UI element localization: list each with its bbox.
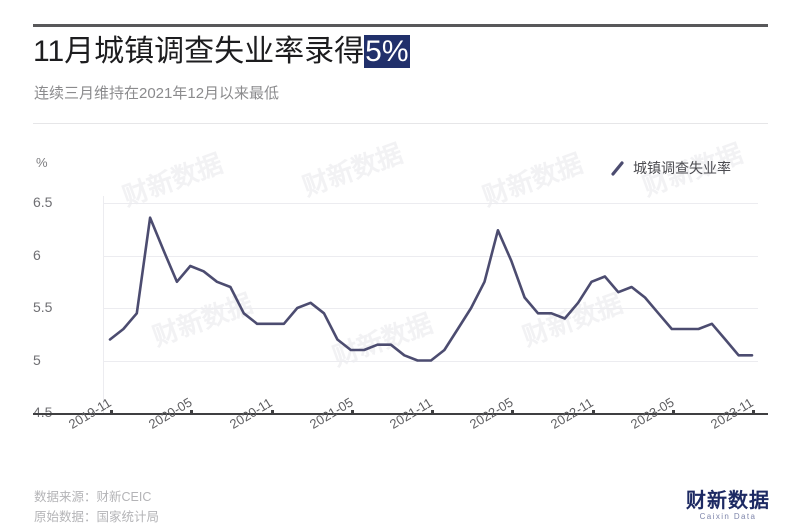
- x-axis-tick-mark: [190, 410, 194, 414]
- x-axis-tick-mark: [591, 410, 595, 414]
- page-title-text: 11月城镇调查失业率录得: [33, 35, 365, 68]
- y-axis-tick-label: 4.5: [33, 404, 53, 420]
- source-note: 数据来源：财新CEIC: [34, 490, 152, 504]
- x-axis-line: [33, 413, 768, 415]
- y-axis-unit-label: %: [36, 155, 48, 170]
- x-axis-tick-mark: [110, 410, 113, 414]
- y-axis-tick-label: 5.5: [33, 299, 53, 315]
- brand-logo: 财新数据 Caixin Data: [686, 489, 770, 522]
- gridline: [103, 203, 758, 204]
- original-data-note: 原始数据：国家统计局: [34, 510, 160, 524]
- x-axis-tick-mark: [511, 410, 515, 414]
- series-line: [108, 216, 754, 362]
- footer-notes: 数据来源：财新CEIC 原始数据：国家统计局: [34, 487, 159, 527]
- y-axis-tick-label: 6: [33, 246, 41, 263]
- y-axis-tick-label: 6.5: [33, 194, 53, 210]
- brand-logo-en: Caixin Data: [699, 512, 757, 521]
- y-axis-tick-label: 5: [33, 351, 41, 368]
- plot-left-rule: [103, 196, 104, 413]
- top-divider: [33, 24, 768, 27]
- x-axis-tick-mark: [671, 410, 675, 414]
- header-divider: [33, 123, 768, 124]
- legend-item-label: 城镇调查失业率: [633, 160, 731, 176]
- page-title-highlight: 5%: [364, 35, 410, 68]
- x-axis-tick-mark: [270, 410, 274, 414]
- page-title: 11月城镇调查失业率录得5%: [33, 33, 773, 71]
- brand-logo-cn: 财新数据: [686, 488, 770, 512]
- gridline: [103, 308, 758, 309]
- gridline: [103, 255, 758, 257]
- x-axis-tick-mark: [350, 410, 354, 414]
- legend-line-icon: [611, 160, 624, 176]
- x-axis-tick-mark: [431, 410, 434, 414]
- x-axis-tick-mark: [752, 410, 755, 414]
- chart-legend: 城镇调查失业率: [610, 158, 731, 178]
- page-subtitle: 连续三月维持在2021年12月以来最低: [34, 85, 280, 102]
